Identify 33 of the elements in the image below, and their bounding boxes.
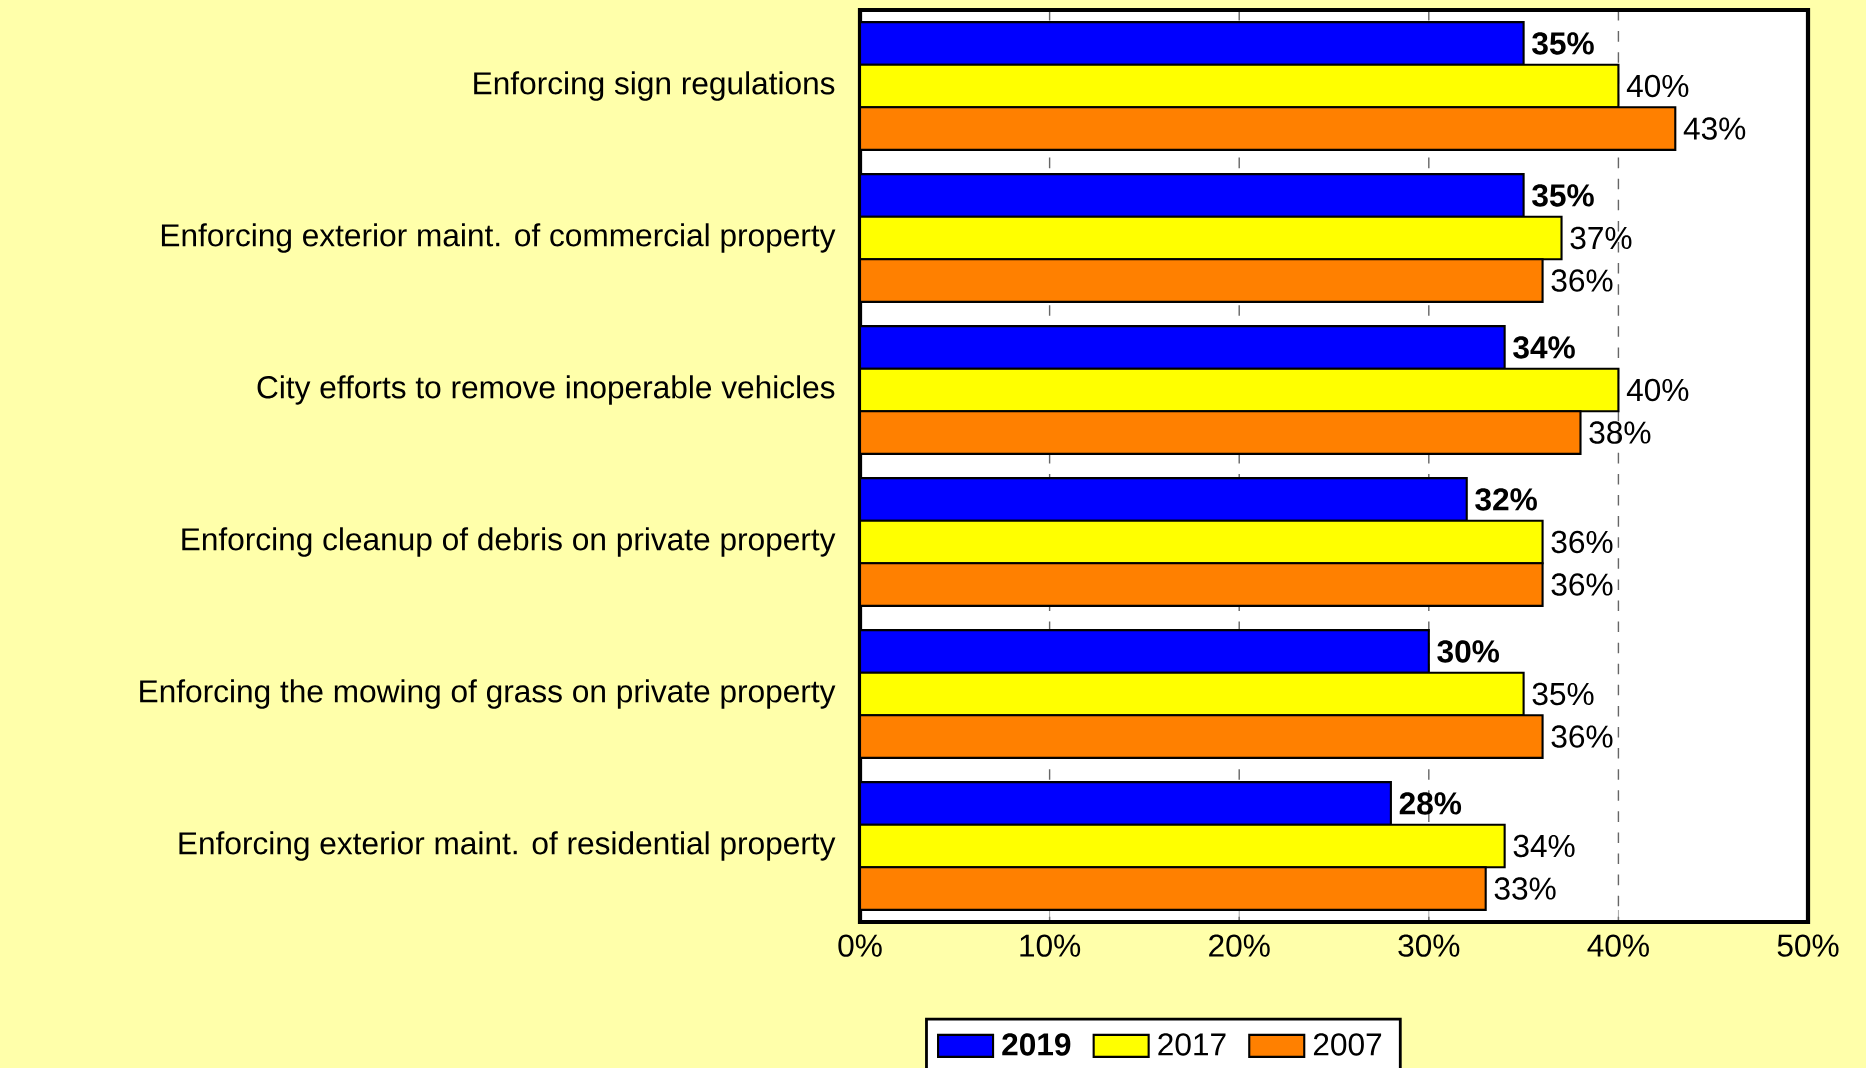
- data-label: 35%: [1532, 32, 1594, 55]
- y-tick-label: Enforcing exterior maint. of commercial property: [161, 223, 836, 253]
- data-label: 30%: [1437, 640, 1499, 663]
- legend-label: 2019: [1002, 1033, 1071, 1056]
- y-tick-label: Enforcing cleanup of debris on private property: [182, 527, 836, 557]
- data-label: 36%: [1551, 725, 1613, 748]
- x-tick-label: 10%: [1020, 934, 1081, 957]
- legend-label: 2017: [1158, 1033, 1226, 1056]
- y-tick-label: Enforcing exterior maint. of residential property: [179, 831, 836, 861]
- data-label: 35%: [1532, 184, 1594, 207]
- y-tick-label: Enforcing the mowing of grass on private property: [140, 679, 836, 709]
- data-label: 34%: [1513, 834, 1575, 858]
- x-tick-label: 0%: [838, 934, 882, 957]
- legend-label: 2007: [1313, 1033, 1382, 1056]
- y-tick-label: City efforts to remove inoperable vehicles: [257, 375, 835, 405]
- data-label: 33%: [1494, 877, 1556, 900]
- data-label: 43%: [1683, 117, 1746, 140]
- data-label: 28%: [1399, 792, 1462, 815]
- data-label: 36%: [1551, 530, 1613, 554]
- x-tick-label: 20%: [1209, 934, 1270, 957]
- x-tick-label: 40%: [1587, 934, 1649, 957]
- data-label: 35%: [1532, 682, 1594, 706]
- data-label: 36%: [1551, 573, 1613, 596]
- data-label: 36%: [1551, 269, 1613, 292]
- data-label: 40%: [1626, 378, 1689, 402]
- data-label: 32%: [1475, 488, 1537, 511]
- x-tick-label: 30%: [1398, 934, 1460, 957]
- data-label: 34%: [1513, 336, 1575, 359]
- y-tick-label: Enforcing sign regulations: [474, 71, 835, 101]
- x-tick-label: 50%: [1777, 934, 1839, 957]
- data-label: 40%: [1626, 74, 1689, 98]
- data-label: 37%: [1570, 226, 1632, 250]
- data-label: 38%: [1589, 421, 1651, 444]
